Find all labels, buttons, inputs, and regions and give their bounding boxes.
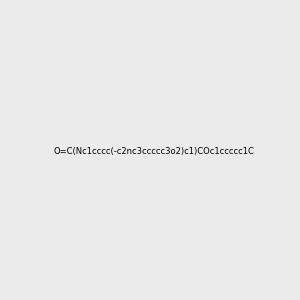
Text: O=C(Nc1cccc(-c2nc3ccccc3o2)c1)COc1ccccc1C: O=C(Nc1cccc(-c2nc3ccccc3o2)c1)COc1ccccc1… <box>53 147 254 156</box>
